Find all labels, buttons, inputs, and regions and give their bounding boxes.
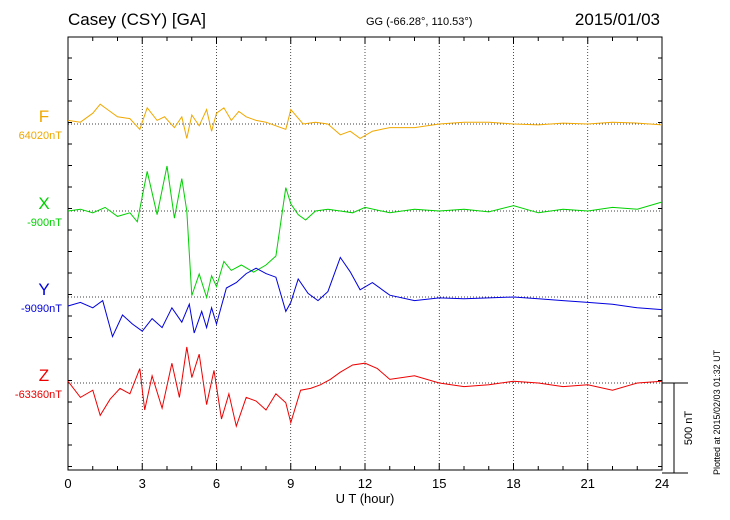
x-tick-label: 18	[506, 476, 520, 491]
x-axis-label: U T (hour)	[336, 491, 395, 506]
series-baseline-f: 64020nT	[19, 130, 63, 142]
series-name-y: Y	[38, 280, 49, 299]
x-tick-label: 9	[287, 476, 294, 491]
x-tick-label: 24	[655, 476, 669, 491]
series-name-z: Z	[39, 366, 49, 385]
series-baseline-y: -9090nT	[21, 303, 62, 315]
series-baseline-z: -63360nT	[15, 389, 62, 401]
date-label: 2015/01/03	[574, 10, 660, 29]
scale-bar-label: 500 nT	[683, 411, 695, 446]
station-title: Casey (CSY) [GA]	[68, 10, 206, 29]
series-name-f: F	[39, 107, 49, 126]
series-line-y	[67, 256, 663, 339]
x-tick-label: 15	[432, 476, 446, 491]
series-baseline-x: -900nT	[27, 217, 62, 229]
series-line-z	[67, 346, 663, 429]
series-name-x: X	[38, 194, 49, 213]
x-tick-label: 12	[358, 476, 372, 491]
x-tick-label: 21	[581, 476, 595, 491]
x-tick-label: 6	[213, 476, 220, 491]
series-line-f	[67, 103, 663, 139]
coordinates-label: GG (-66.28°, 110.53°)	[366, 16, 473, 28]
x-tick-label: 0	[64, 476, 71, 491]
series-line-x	[67, 165, 663, 300]
x-tick-label: 3	[139, 476, 146, 491]
